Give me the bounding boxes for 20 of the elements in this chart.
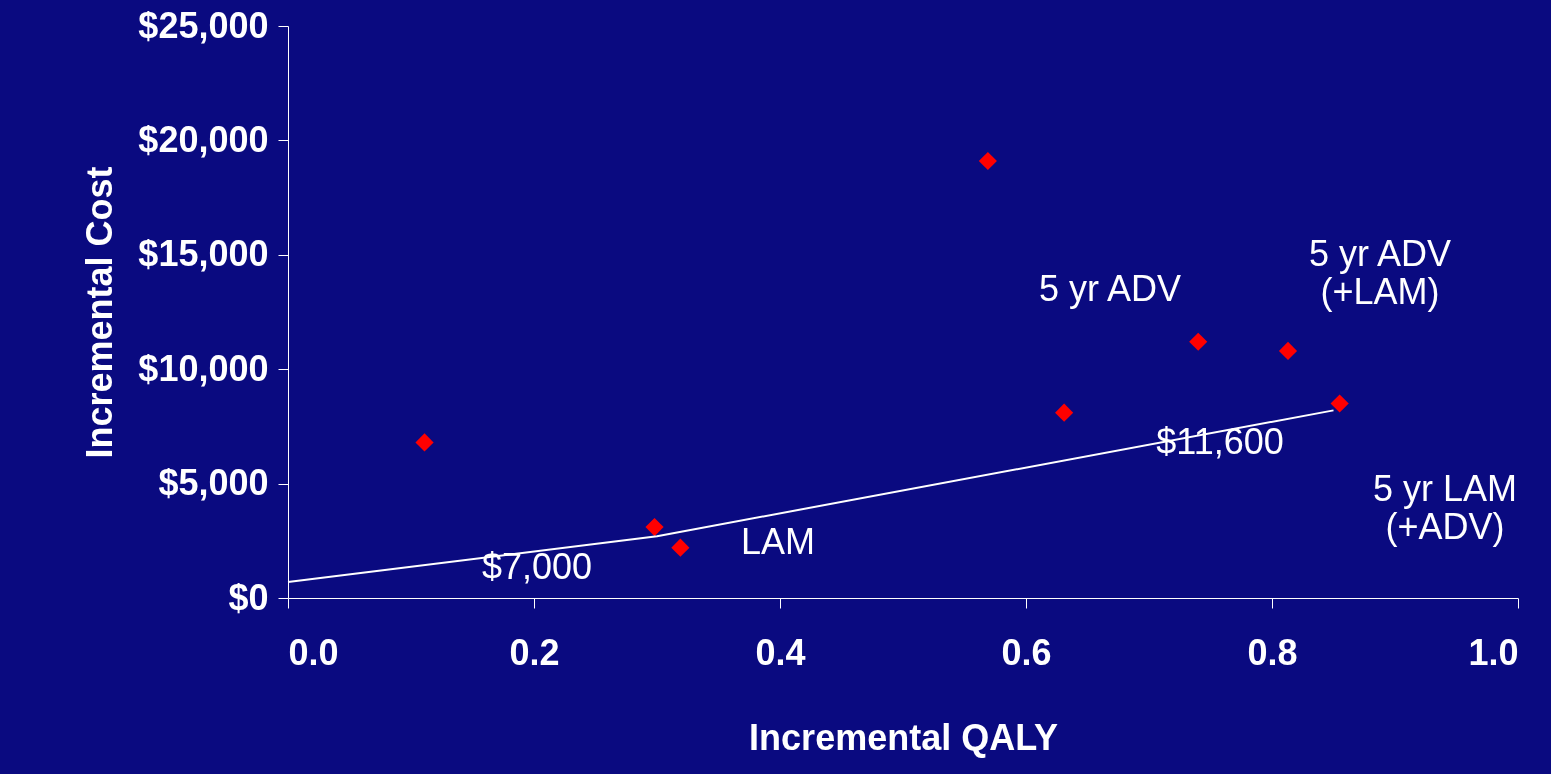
annotation: $7,000 <box>481 546 593 587</box>
x-axis-title: Incremental QALY <box>749 716 1058 758</box>
y-tick-label: $20,000 <box>138 118 269 160</box>
annotation: 5 yr LAM (+ADV) <box>1372 468 1518 547</box>
y-tick-label: $0 <box>228 576 269 618</box>
x-tick-label: 0.6 <box>1001 631 1052 673</box>
x-tick-label: 0.2 <box>509 631 560 673</box>
annotation: 5 yr ADV (+LAM) <box>1308 233 1452 312</box>
annotation: 5 yr ADV <box>1038 268 1182 309</box>
x-tick-label: 1.0 <box>1468 631 1519 673</box>
annotation: LAM <box>740 521 816 562</box>
annotation: $11,600 <box>1156 421 1284 462</box>
y-tick-label: $15,000 <box>138 233 269 275</box>
y-tick-label: $10,000 <box>138 347 269 389</box>
y-tick-label: $5,000 <box>158 462 269 504</box>
x-tick-label: 0.8 <box>1247 631 1298 673</box>
y-axis-title: Incremental Cost <box>79 166 121 459</box>
y-tick-label: $25,000 <box>138 4 269 46</box>
x-tick-label: 0.0 <box>288 631 339 673</box>
x-tick-label: 0.4 <box>755 631 806 673</box>
